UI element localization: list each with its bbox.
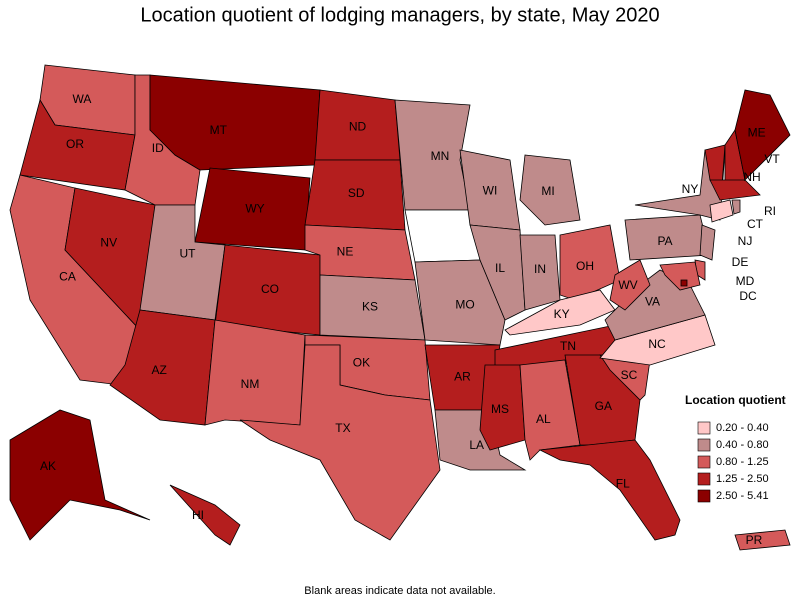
state-label: IL	[495, 261, 505, 275]
state-label: PR	[746, 533, 763, 547]
state-label: KY	[554, 307, 570, 321]
state-label: NM	[241, 377, 260, 391]
state-label: MO	[455, 298, 474, 312]
labels: WA OR CA NV ID MT WY UT AZ CO NM ND SD NE KS OK TX MN MO AR…	[40, 92, 780, 547]
state-label: DE	[732, 255, 749, 269]
state	[169, 484, 241, 546]
state	[519, 154, 581, 226]
state	[734, 529, 791, 551]
state-label: ID	[152, 141, 164, 155]
legend-label: 1.25 - 2.50	[716, 473, 769, 485]
state	[731, 199, 741, 215]
states	[9, 64, 791, 551]
state-label: SD	[348, 186, 365, 200]
state	[680, 279, 688, 287]
state-label: VT	[764, 152, 780, 166]
state-label: DC	[739, 289, 757, 303]
legend-label: 0.20 - 0.40	[716, 422, 769, 434]
state-label: VA	[645, 295, 660, 309]
state-label: OR	[66, 137, 84, 151]
state	[559, 224, 621, 301]
state	[414, 259, 506, 346]
map-title: Location quotient of lodging managers, b…	[140, 4, 659, 26]
state-label: RI	[764, 204, 776, 218]
state-label: WY	[245, 202, 264, 216]
legend-swatch	[697, 438, 711, 452]
state-label: MT	[210, 123, 228, 137]
state-label: NV	[100, 235, 117, 249]
state-label: MD	[736, 274, 755, 288]
state-label: MN	[431, 149, 450, 163]
state	[709, 179, 761, 201]
state	[304, 224, 416, 281]
state-label: PA	[657, 234, 672, 248]
state	[239, 344, 441, 541]
state-label: NY	[682, 182, 699, 196]
state	[469, 224, 526, 321]
legend-swatch	[697, 472, 711, 486]
state-label: LA	[469, 438, 484, 452]
state-label: UT	[180, 247, 197, 261]
state-label: HI	[192, 508, 204, 522]
footnote: Blank areas indicate data not available.	[304, 585, 495, 597]
state-label: SC	[621, 368, 638, 382]
state-label: MS	[491, 402, 509, 416]
state	[9, 409, 151, 541]
state-label: AR	[454, 370, 471, 384]
state-label: IN	[534, 262, 546, 276]
state-label: AZ	[151, 363, 166, 377]
state	[609, 259, 651, 311]
state-label: GA	[595, 399, 612, 413]
legend-label: 0.40 - 0.80	[716, 439, 769, 451]
state-label: WV	[618, 278, 637, 292]
state-label: FL	[616, 477, 630, 491]
state	[659, 261, 701, 291]
state-label: NH	[743, 170, 760, 184]
state-label: OH	[576, 259, 594, 273]
state	[204, 319, 306, 426]
state-label: WI	[483, 183, 498, 197]
legend-label: 0.80 - 1.25	[716, 456, 769, 468]
legend-swatch	[697, 455, 711, 469]
state-label: NC	[648, 337, 666, 351]
state-label: NJ	[738, 234, 753, 248]
state	[149, 74, 321, 171]
state-label: OK	[353, 356, 370, 370]
legend-swatch	[697, 421, 711, 435]
state-label: NE	[337, 245, 354, 259]
state	[699, 224, 716, 261]
state	[479, 364, 526, 451]
legend-title: Location quotient	[685, 393, 786, 407]
state-label: ME	[748, 126, 766, 140]
state-label: WA	[73, 92, 92, 106]
state-label: AL	[536, 412, 551, 426]
state-label: MI	[541, 184, 554, 198]
legend-label: 2.50 - 5.41	[716, 490, 769, 502]
state-label: TX	[335, 421, 350, 435]
state-label: KS	[362, 300, 378, 314]
state	[538, 439, 681, 541]
legend-swatch	[697, 489, 711, 503]
state-label: ND	[349, 120, 367, 134]
legend: 0.20 - 0.40 0.40 - 0.80 0.80 - 1.25 1.25 - …	[697, 421, 769, 503]
state-label: CT	[747, 217, 764, 231]
state-label: AK	[40, 459, 56, 473]
state-label: CA	[59, 269, 76, 283]
state	[709, 199, 734, 223]
state-label: TN	[560, 339, 576, 353]
state-label: CO	[261, 282, 279, 296]
